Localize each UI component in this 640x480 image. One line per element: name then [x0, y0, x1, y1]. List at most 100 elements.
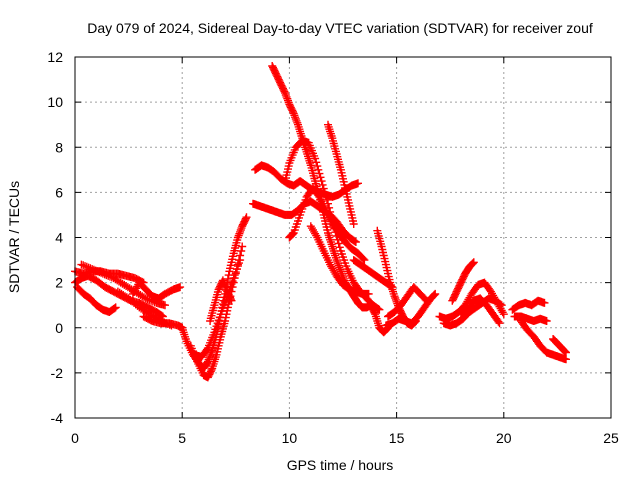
data-point: [562, 355, 570, 364]
data-point: [111, 303, 120, 312]
data-point: [106, 272, 114, 281]
data-point: [319, 184, 328, 193]
data-point: [312, 231, 321, 240]
data-point: [321, 192, 330, 201]
data-point: [93, 267, 102, 276]
data-point: [110, 304, 119, 313]
x-axis-label: GPS time / hours: [287, 457, 394, 473]
data-point: [79, 261, 88, 270]
grid: [75, 57, 611, 418]
data-point: [292, 116, 301, 125]
series-arc-28: [508, 296, 549, 314]
y-tick-label: 0: [55, 320, 63, 336]
data-point: [320, 188, 329, 197]
data-point: [497, 301, 506, 310]
data-point: [335, 243, 344, 252]
x-tick-label: 5: [178, 430, 186, 446]
data-point: [314, 165, 323, 174]
data-point: [176, 283, 185, 292]
data-point: [218, 276, 227, 285]
data-point: [349, 220, 358, 228]
data-point: [499, 310, 508, 319]
data-point: [375, 305, 384, 314]
data-point: [89, 265, 98, 274]
data-point: [315, 169, 324, 178]
data-point: [542, 317, 551, 325]
data-point: [311, 154, 320, 163]
data-point: [86, 264, 95, 273]
data-point: [237, 247, 246, 255]
series-arc-27: [456, 294, 504, 328]
x-tick-label: 25: [603, 430, 619, 446]
series-arc-26: [448, 258, 478, 305]
data-point: [364, 289, 373, 298]
series-arc-06: [128, 278, 185, 303]
chart-title: Day 079 of 2024, Sidereal Day-to-day VTE…: [87, 20, 593, 36]
y-axis-label: SDTVAR / TECUs: [6, 181, 22, 293]
data-point: [312, 158, 321, 167]
y-tick-label: 2: [55, 275, 63, 291]
series-arc-10: [191, 256, 245, 362]
data-point: [351, 238, 360, 246]
y-tick-labels: -4 -2 0 2 4 6 8 10 12: [47, 49, 63, 426]
data-point: [102, 271, 111, 280]
data-point: [359, 254, 368, 263]
data-point: [236, 256, 245, 265]
data-point: [322, 195, 331, 204]
data-point: [431, 289, 440, 298]
series-arc-08: [178, 213, 251, 373]
data-point: [202, 345, 211, 354]
data-point: [140, 293, 148, 302]
data-point: [336, 265, 345, 274]
y-tick-label: 12: [47, 49, 63, 65]
series-arc-30: [517, 317, 570, 364]
series-arc-11: [206, 276, 236, 325]
series-arc-15: [281, 136, 384, 314]
y-tick-label: -4: [51, 410, 64, 426]
data-point: [97, 268, 106, 277]
series-arc-31: [549, 335, 570, 357]
data-point: [82, 262, 91, 271]
data-point: [401, 317, 410, 325]
data-points: [71, 62, 570, 382]
x-tick-label: 15: [389, 430, 405, 446]
data-point: [370, 308, 379, 317]
data-point: [316, 173, 325, 182]
data-point: [233, 233, 242, 242]
series-arc-17: [306, 222, 373, 298]
y-tick-label: 4: [55, 230, 63, 246]
data-point: [313, 162, 322, 171]
data-point: [562, 348, 570, 357]
data-point: [496, 300, 505, 309]
data-point: [238, 242, 247, 251]
data-point: [220, 280, 229, 289]
y-tick-label: 6: [55, 184, 63, 200]
data-point: [360, 256, 369, 265]
series-arc-23: [381, 314, 410, 330]
series-arc-29: [510, 312, 551, 325]
data-point: [494, 317, 503, 326]
series-arc-18: [324, 120, 358, 228]
data-point: [235, 229, 244, 238]
x-tick-label: 0: [71, 430, 79, 446]
data-point: [334, 239, 343, 248]
data-point: [161, 301, 169, 310]
plot-frame: [74, 56, 612, 419]
data-point: [98, 269, 107, 278]
y-tick-label: 10: [47, 94, 63, 110]
data-point: [141, 294, 150, 303]
data-point: [540, 298, 549, 307]
data-point: [282, 92, 291, 101]
series-arc-04: [77, 260, 169, 310]
data-point: [317, 177, 326, 186]
data-point: [354, 179, 362, 188]
data-point: [242, 213, 251, 222]
series-arc-03: [73, 283, 120, 316]
y-tick-label: 8: [55, 139, 63, 155]
data-point: [318, 180, 327, 189]
series-arc-19: [349, 256, 397, 292]
data-point: [227, 296, 236, 305]
data-point: [223, 274, 232, 283]
series-arc-16: [285, 183, 369, 265]
